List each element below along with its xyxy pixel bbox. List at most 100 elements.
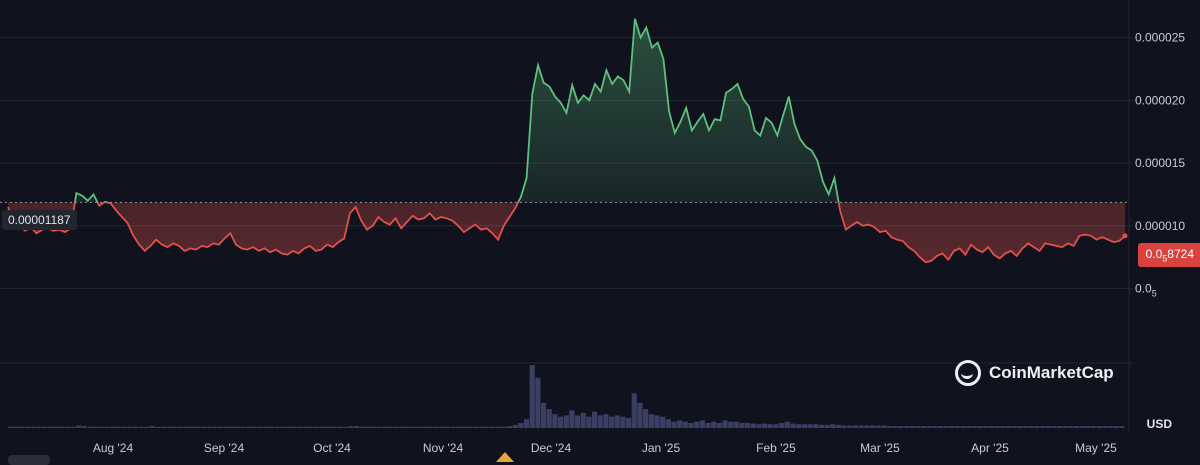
volume-bar (36, 426, 42, 428)
volume-bar (178, 426, 184, 428)
volume-bar (920, 426, 927, 428)
volume-bar (161, 426, 167, 428)
volume-bar (376, 426, 382, 428)
volume-bar (183, 426, 189, 428)
volume-bar (733, 421, 739, 428)
volume-bar (13, 426, 19, 428)
volume-bar (223, 426, 229, 428)
area-above-baseline (74, 18, 839, 203)
volume-bar (285, 426, 292, 428)
volume-bar (217, 426, 223, 428)
volume-bar (563, 415, 569, 428)
x-tick-label: Mar '25 (860, 441, 900, 455)
area-below-baseline (8, 202, 1125, 263)
volume-bar (580, 412, 586, 428)
volume-bar (575, 415, 581, 428)
volume-bar (557, 416, 564, 428)
volume-bar (263, 426, 269, 428)
volume-bar (1005, 426, 1012, 428)
x-tick-label: Nov '24 (423, 441, 464, 455)
volume-bar (813, 424, 819, 428)
last-price-point (1122, 233, 1128, 239)
volume-bar (342, 426, 348, 428)
volume-bar (399, 426, 405, 428)
volume-bar (983, 426, 989, 428)
volume-bar (229, 426, 235, 428)
volume-bar (30, 426, 36, 428)
volume-bar (495, 426, 501, 428)
volume-bar (42, 426, 48, 428)
volume-bar (1039, 426, 1046, 428)
volume-bar (149, 426, 155, 428)
coinmarketcap-logo-icon (955, 360, 981, 386)
volume-bar (603, 414, 609, 428)
volume-bar (325, 426, 331, 428)
volume-bar (626, 417, 632, 428)
currency-label: USD (1146, 417, 1172, 431)
volume-bar (110, 426, 116, 428)
volume-bar (438, 426, 445, 428)
volume-bar (138, 426, 144, 428)
volume-bar (115, 426, 121, 428)
volume-bar (1022, 426, 1029, 428)
volume-bar (467, 426, 473, 428)
volume-bar (694, 421, 700, 428)
volume-bar (212, 426, 218, 428)
volume-bar (722, 420, 728, 428)
volume-bar (472, 426, 479, 428)
volume-bar (1068, 426, 1074, 428)
volume-bar (382, 426, 388, 428)
volume-bar (1073, 426, 1080, 428)
volume-bar (756, 424, 762, 428)
volume-bar (858, 425, 864, 428)
y-tick-subscript: 5 (1152, 289, 1157, 299)
volume-bar (444, 426, 450, 428)
volume-bar (796, 424, 802, 428)
volume-bar (864, 425, 870, 428)
volume-bar (478, 426, 484, 428)
volume-bar (1000, 426, 1006, 428)
volume-bar (540, 402, 547, 428)
x-tick-label: Feb '25 (756, 441, 796, 455)
volume-bar (1034, 426, 1040, 428)
volume-bar (365, 426, 371, 428)
volume-bar (47, 426, 53, 428)
watermark-brand: CoinMarketCap (989, 363, 1114, 382)
volume-bar (609, 416, 615, 428)
volume-bar (665, 419, 671, 428)
volume-bar (64, 426, 70, 428)
volume-bar (251, 426, 257, 428)
volume-bar (450, 426, 456, 428)
volume-bar (132, 426, 138, 428)
volume-bar (81, 426, 87, 428)
y-tick-label: 0.000015 (1135, 156, 1185, 170)
volume-bar (404, 426, 411, 428)
baseline-price-tag: 0.00001187 (2, 210, 77, 230)
volume-bar (852, 425, 859, 428)
volume-bar (841, 425, 847, 428)
volume-bar (1096, 426, 1102, 428)
volume-bar (660, 416, 666, 428)
volume-bar (1119, 426, 1125, 428)
current-price-subscript: 5 (1162, 253, 1168, 264)
volume-bar (762, 423, 768, 428)
volume-bar (144, 426, 150, 428)
volume-bar (835, 424, 841, 428)
volume-bar (586, 416, 592, 428)
range-scroll-handle[interactable] (8, 455, 50, 465)
y-tick-label: 0.000025 (1135, 31, 1185, 45)
event-marker-icon[interactable] (496, 452, 514, 462)
volume-bar (280, 426, 286, 428)
volume-bar (971, 426, 978, 428)
volume-bar (274, 426, 280, 428)
volume-bar (370, 426, 377, 428)
volume-bar (246, 426, 252, 428)
volume-bar (682, 421, 688, 428)
volume-bar (348, 426, 354, 428)
x-tick-label: Apr '25 (971, 441, 1009, 455)
volume-bar (739, 422, 745, 428)
volume-bar (297, 426, 303, 428)
volume-bar (98, 426, 104, 428)
